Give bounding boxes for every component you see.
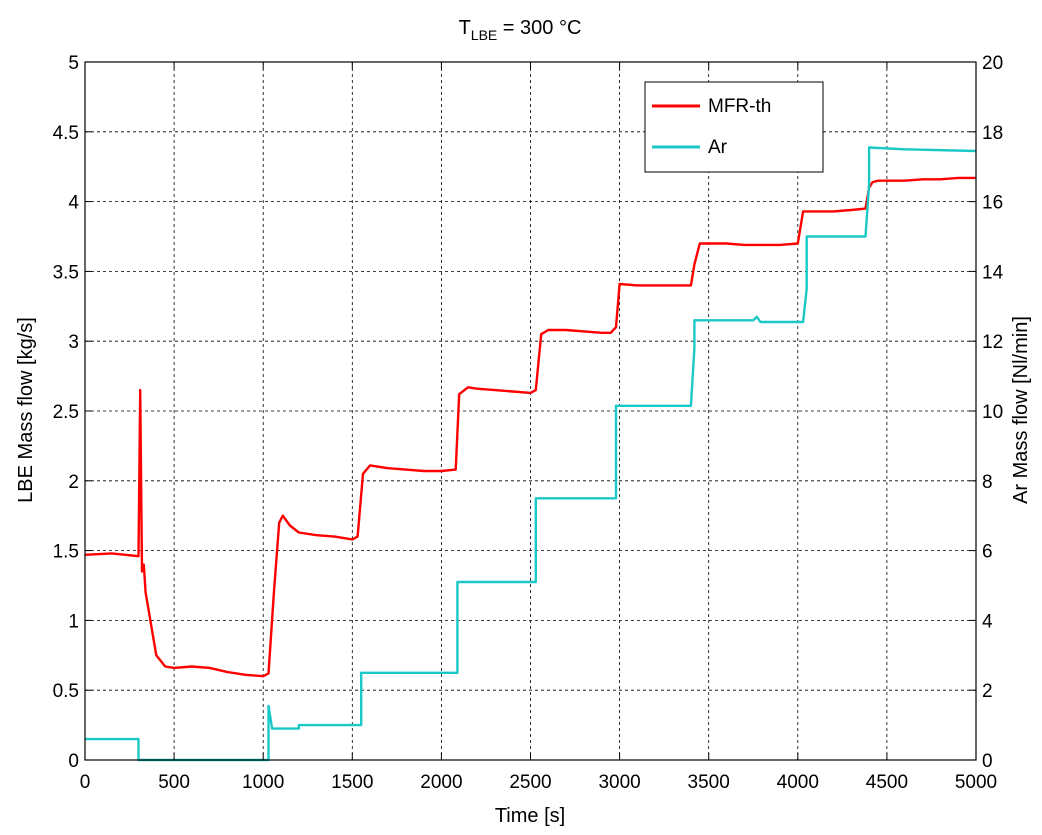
y-left-tick-label: 2 (68, 472, 79, 493)
legend: MFR-th Ar (644, 81, 824, 173)
legend-label-mfr: MFR-th (708, 96, 771, 117)
y-right-tick-label: 8 (982, 472, 993, 493)
y-right-tick-label: 20 (982, 53, 1003, 74)
y-axis-label-left: LBE Mass flow [kg/s] (15, 317, 37, 503)
x-tick-label: 3000 (598, 772, 640, 793)
y-left-tick-label: 4.5 (53, 123, 79, 144)
y-right-tick-label: 14 (982, 262, 1004, 283)
x-tick-label: 4500 (866, 772, 908, 793)
y-right-tick-label: 0 (982, 751, 993, 772)
y-left-tick-label: 5 (68, 53, 79, 74)
y-left-tick-label: 0.5 (53, 681, 79, 702)
x-tick-label: 500 (158, 772, 190, 793)
y-right-tick-label: 10 (982, 402, 1003, 423)
y-right-tick-label: 2 (982, 681, 993, 702)
x-tick-label: 4000 (777, 772, 819, 793)
x-tick-label: 1000 (242, 772, 284, 793)
series-line-ar (85, 146, 977, 762)
series-line-mfr-th (84, 176, 976, 678)
y-axis-label-right: Ar Mass flow [Nl/min] (1010, 316, 1032, 504)
x-tick-label: 3500 (688, 772, 730, 793)
grid-lines (85, 62, 976, 760)
x-tick-label: 1500 (331, 772, 373, 793)
y-left-tick-label: 2.5 (53, 402, 79, 423)
y-left-tick-label: 3.5 (53, 262, 79, 283)
y-left-tick-label: 0 (68, 751, 79, 772)
x-axis-label: Time [s] (495, 805, 565, 827)
y-left-tick-label: 3 (68, 332, 79, 353)
y-left-tick-label: 4 (68, 193, 79, 214)
y-right-tick-label: 4 (982, 611, 993, 632)
y-right-tick-label: 6 (982, 542, 993, 563)
legend-box (644, 81, 824, 173)
y-right-tick-label: 12 (982, 332, 1003, 353)
chart-title: TLBE = 300 °C (459, 17, 582, 43)
x-tick-label: 0 (80, 772, 91, 793)
x-tick-label: 5000 (955, 772, 997, 793)
y-right-tick-label: 18 (982, 123, 1003, 144)
x-tick-label: 2500 (509, 772, 551, 793)
legend-label-ar: Ar (708, 137, 728, 158)
axis-ticks: 0 500 1000 1500 2000 2500 3000 3500 4000 4500 5000… (53, 53, 1004, 793)
y-left-tick-label: 1 (68, 611, 79, 632)
x-tick-label: 2000 (420, 772, 462, 793)
y-left-tick-label: 1.5 (53, 542, 79, 563)
plot-series (84, 146, 977, 762)
y-right-tick-label: 16 (982, 193, 1003, 214)
